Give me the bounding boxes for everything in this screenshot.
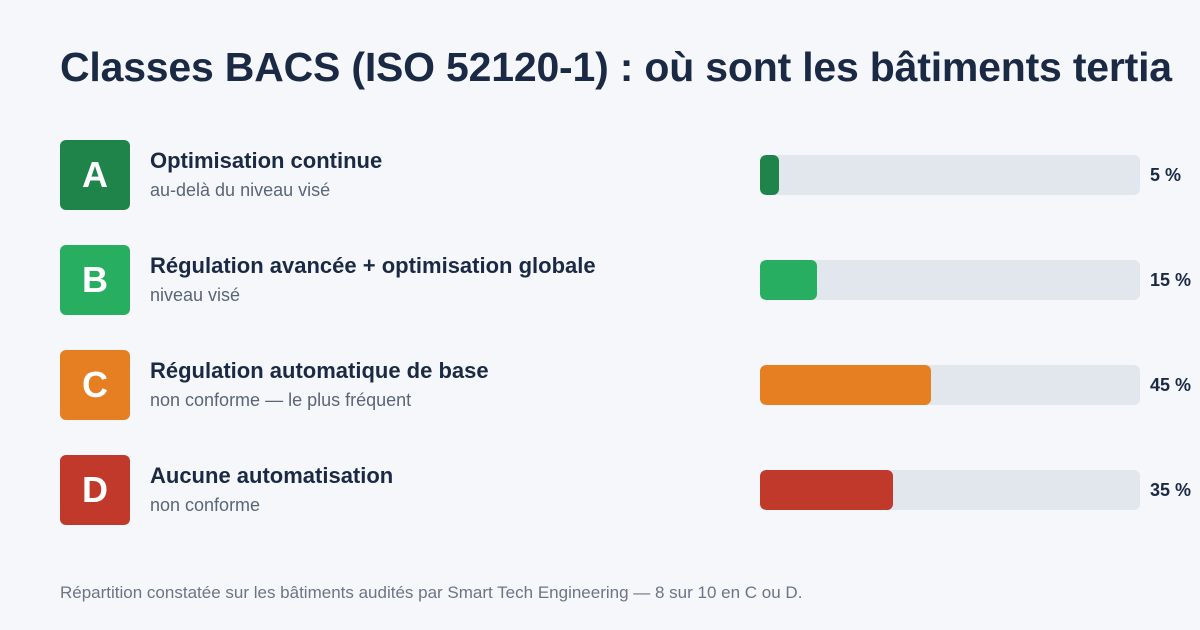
class-label-a: Optimisation continue	[150, 148, 383, 173]
bar-b	[760, 260, 817, 300]
chart-title: Classes BACS (ISO 52120-1) : où sont les…	[60, 44, 1172, 90]
bar-row-d: D Aucune automatisation non conforme 35 …	[60, 455, 1200, 525]
bar-c	[760, 365, 931, 405]
bar-row-b: B Régulation avancée + optimisation glob…	[60, 245, 1200, 315]
class-sublabel-b: niveau visé	[150, 285, 241, 305]
bar-d	[760, 470, 893, 510]
class-label-b: Régulation avancée + optimisation global…	[150, 253, 596, 278]
footnote: Répartition constatée sur les bâtiments …	[60, 583, 803, 602]
value-label-a: 5 %	[1150, 165, 1182, 185]
value-label-d: 35 %	[1150, 480, 1192, 500]
value-label-c: 45 %	[1150, 375, 1192, 395]
bar-row-c: C Régulation automatique de base non con…	[60, 350, 1200, 420]
bar-chart: A Optimisation continue au-delà du nivea…	[60, 140, 1200, 560]
bar-track-a	[760, 155, 1140, 195]
class-badge-a: A	[60, 140, 130, 210]
class-label-c: Régulation automatique de base	[150, 358, 489, 383]
bar-track-b	[760, 260, 1140, 300]
value-label-b: 15 %	[1150, 270, 1192, 290]
bar-track-d	[760, 470, 1140, 510]
bar-a	[760, 155, 779, 195]
class-sublabel-d: non conforme	[150, 495, 261, 515]
class-label-d: Aucune automatisation	[150, 463, 394, 488]
bar-row-a: A Optimisation continue au-delà du nivea…	[60, 140, 1200, 210]
class-sublabel-a: au-delà du niveau visé	[150, 180, 331, 200]
class-sublabel-c: non conforme — le plus fréquent	[150, 390, 412, 410]
class-badge-c: C	[60, 350, 130, 420]
bar-track-c	[760, 365, 1140, 405]
class-badge-d: D	[60, 455, 130, 525]
class-badge-b: B	[60, 245, 130, 315]
